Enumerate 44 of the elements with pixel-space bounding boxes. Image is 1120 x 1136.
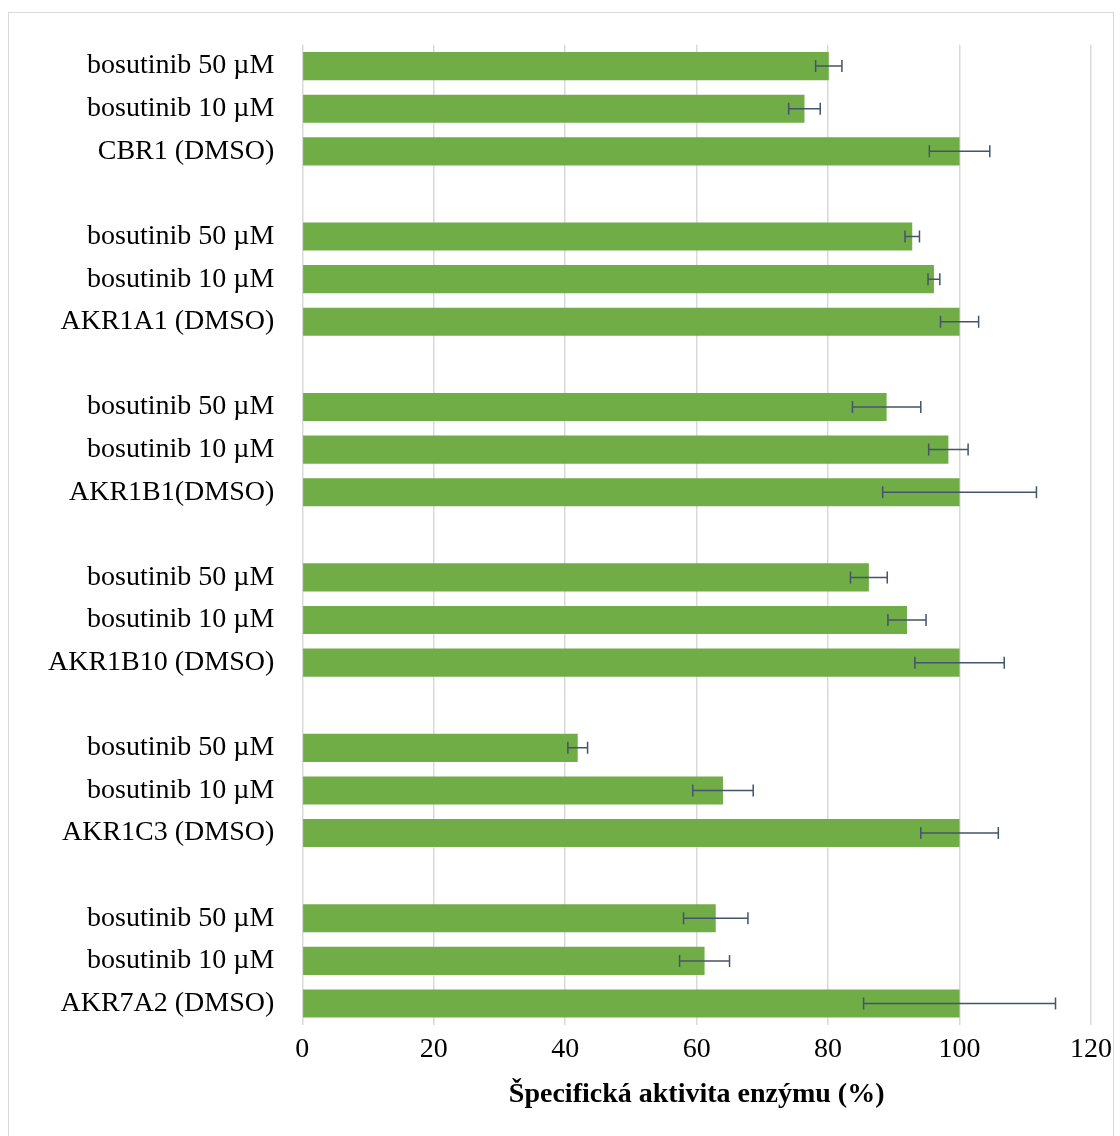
x-tick-label: 80 (814, 1031, 843, 1063)
y-tick-label: bosutinib 10 µM (87, 943, 275, 975)
y-tick-label: AKR1B10 (DMSO) (47, 644, 275, 676)
y-tick-label: bosutinib 50 µM (87, 48, 275, 80)
y-tick-label: bosutinib 50 µM (87, 389, 275, 421)
bar (303, 137, 960, 166)
bar (303, 94, 805, 123)
bar (303, 392, 887, 422)
y-tick-label: bosutinib 50 µM (87, 730, 275, 762)
y-tick-label: AKR1B1(DMSO) (68, 474, 275, 506)
bar (303, 733, 578, 762)
bar (303, 478, 960, 507)
y-tick-label: bosutinib 10 µM (87, 261, 275, 293)
y-tick-label: bosutinib 50 µM (87, 559, 275, 591)
bar (303, 307, 960, 336)
bar (303, 605, 907, 635)
bar (303, 563, 869, 592)
y-tick-label: bosutinib 10 µM (87, 431, 275, 463)
y-tick-label: bosutinib 10 µM (87, 602, 275, 634)
x-tick-label: 100 (938, 1031, 981, 1063)
bar (303, 648, 960, 677)
x-tick-label: 20 (419, 1031, 448, 1063)
x-tick-label: 40 (551, 1031, 580, 1063)
y-tick-label: AKR7A2 (DMSO) (60, 985, 275, 1017)
bar (303, 904, 716, 933)
bar (303, 52, 829, 81)
bar (303, 435, 949, 464)
y-tick-label: AKR1A1 (DMSO) (60, 304, 275, 336)
x-tick-label: 0 (295, 1031, 310, 1063)
y-tick-label: CBR1 (DMSO) (97, 133, 275, 165)
x-tick-label: 120 (1070, 1031, 1112, 1063)
bar (303, 776, 723, 805)
bar (303, 989, 960, 1018)
y-tick-label: bosutinib 10 µM (87, 91, 275, 123)
bar (303, 222, 913, 251)
bar (303, 819, 960, 848)
bar (303, 265, 934, 294)
y-tick-label: bosutinib 10 µM (87, 772, 275, 804)
x-tick-label: 60 (682, 1031, 711, 1063)
x-axis-title: Špecifická aktivita enzýmu (%) (508, 1077, 885, 1109)
bar (303, 946, 705, 975)
y-tick-label: bosutinib 50 µM (87, 218, 275, 250)
y-tick-label: bosutinib 50 µM (87, 900, 275, 932)
y-tick-label: AKR1C3 (DMSO) (61, 815, 275, 847)
